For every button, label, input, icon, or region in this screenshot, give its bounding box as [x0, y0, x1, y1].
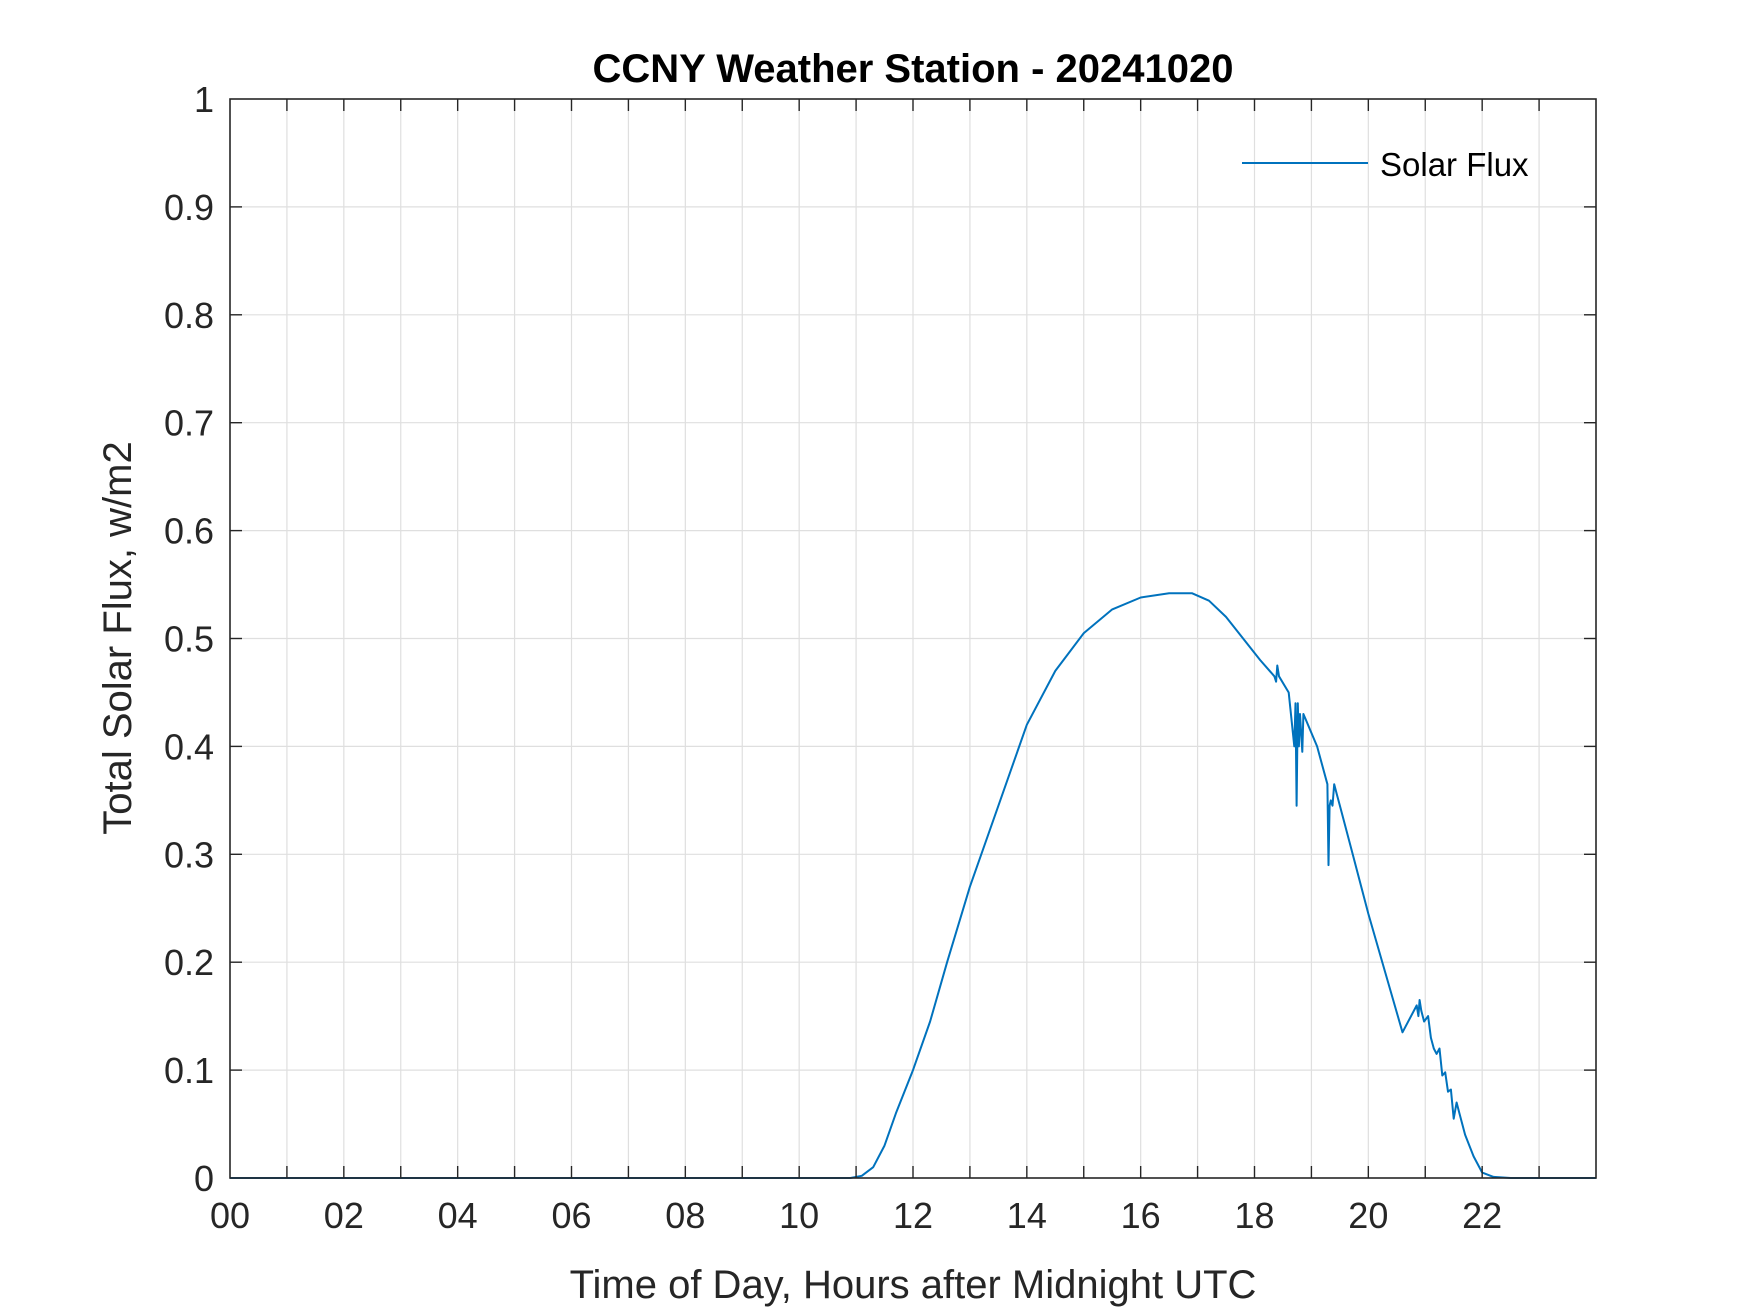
x-tick-label: 14 — [1007, 1195, 1047, 1236]
x-tick-label: 04 — [438, 1195, 478, 1236]
y-tick-label: 0.6 — [164, 511, 214, 552]
x-tick-label: 08 — [665, 1195, 705, 1236]
x-tick-labels: 00 02 04 06 08 10 12 14 16 18 20 22 — [210, 1195, 1502, 1236]
series-line-solar-flux — [230, 592, 1596, 1179]
y-tick-label: 0.3 — [164, 834, 214, 875]
y-tick-label: 0.4 — [164, 726, 214, 767]
tick-marks — [230, 99, 1596, 1178]
x-tick-label: 10 — [779, 1195, 819, 1236]
y-tick-label: 0 — [194, 1158, 214, 1199]
x-axis-label: Time of Day, Hours after Midnight UTC — [570, 1263, 1257, 1307]
x-tick-label: 02 — [324, 1195, 364, 1236]
x-tick-label: 22 — [1462, 1195, 1502, 1236]
y-axis-label: Total Solar Flux, w/m2 — [96, 441, 140, 834]
y-tick-label: 0.7 — [164, 403, 214, 444]
x-tick-label: 00 — [210, 1195, 250, 1236]
y-tick-label: 0.2 — [164, 942, 214, 983]
x-tick-label: 12 — [893, 1195, 933, 1236]
y-tick-label: 1 — [194, 79, 214, 120]
x-tick-label: 16 — [1121, 1195, 1161, 1236]
y-tick-label: 0.5 — [164, 619, 214, 660]
y-tick-label: 0.1 — [164, 1050, 214, 1091]
x-tick-label: 20 — [1348, 1195, 1388, 1236]
y-tick-label: 0.8 — [164, 295, 214, 336]
legend: Solar Flux — [1242, 146, 1529, 183]
x-tick-label: 06 — [551, 1195, 591, 1236]
legend-label-solar-flux: Solar Flux — [1380, 146, 1529, 183]
series-layer — [230, 592, 1596, 1179]
y-tick-label: 0.9 — [164, 187, 214, 228]
chart-title: CCNY Weather Station - 20241020 — [593, 47, 1234, 91]
grid — [230, 99, 1596, 1178]
y-tick-labels: 0 0.1 0.2 0.3 0.4 0.5 0.6 0.7 0.8 0.9 1 — [164, 79, 214, 1199]
x-tick-label: 18 — [1234, 1195, 1274, 1236]
